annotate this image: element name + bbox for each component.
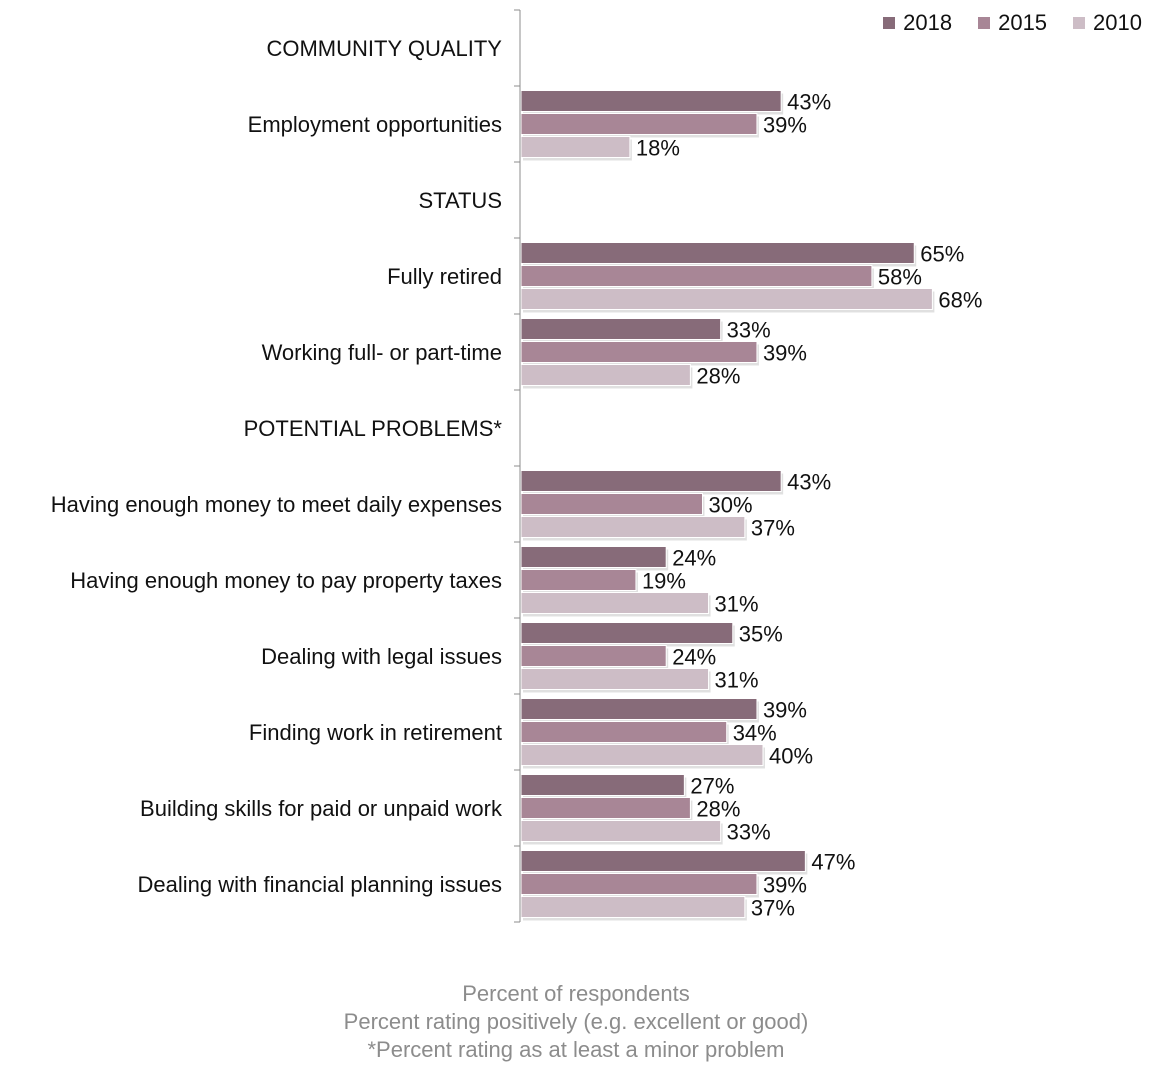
bar-2010 [520, 288, 933, 310]
bar-2015 [520, 873, 758, 895]
legend-swatch-2010 [1073, 17, 1086, 29]
data-label: 39% [763, 341, 807, 366]
section-header-label: COMMUNITY QUALITY [266, 36, 502, 61]
bar-2018 [520, 90, 782, 112]
bar-2010 [520, 896, 746, 918]
data-label: 35% [739, 622, 783, 647]
data-label: 58% [878, 265, 922, 290]
category-label: Working full- or part-time [262, 340, 502, 365]
legend-label-2015: 2015 [998, 10, 1048, 35]
category-label: Fully retired [387, 264, 502, 289]
bar-2015 [520, 341, 758, 363]
category-label: Dealing with financial planning issues [138, 872, 502, 897]
bar-2018 [520, 622, 734, 644]
bar-2015 [520, 265, 873, 287]
bar-2015 [520, 493, 703, 515]
bar-2018 [520, 318, 722, 340]
note-line-1: Percent of respondents [462, 981, 690, 1006]
data-label: 47% [811, 850, 855, 875]
chart-notes: Percent of respondents Percent rating po… [0, 980, 1152, 1064]
data-label: 37% [751, 896, 795, 921]
legend: 2018 2015 2010 [883, 10, 1142, 36]
bar-2010 [520, 668, 710, 690]
bar-2018 [520, 774, 685, 796]
data-label: 24% [672, 546, 716, 571]
data-label: 33% [727, 820, 771, 845]
data-label: 40% [769, 744, 813, 769]
data-label: 39% [763, 698, 807, 723]
bar-2018 [520, 698, 758, 720]
data-label: 39% [763, 873, 807, 898]
data-label: 37% [751, 516, 795, 541]
legend-item-2010: 2010 [1073, 10, 1142, 36]
data-label: 31% [715, 668, 759, 693]
category-label: Finding work in retirement [249, 720, 502, 745]
data-label: 34% [733, 721, 777, 746]
data-label: 19% [642, 569, 686, 594]
data-label: 33% [727, 318, 771, 343]
data-label: 27% [690, 774, 734, 799]
data-label: 28% [696, 797, 740, 822]
legend-item-2015: 2015 [978, 10, 1047, 36]
note-line-3: *Percent rating as at least a minor prob… [367, 1037, 785, 1062]
bar-2010 [520, 744, 764, 766]
bar-2015 [520, 645, 667, 667]
category-label: Having enough money to meet daily expens… [51, 492, 502, 517]
bar-2018 [520, 546, 667, 568]
category-label: Having enough money to pay property taxe… [70, 568, 502, 593]
bar-2015 [520, 113, 758, 135]
data-label: 43% [787, 90, 831, 115]
section-header-label: STATUS [418, 188, 502, 213]
legend-label-2018: 2018 [903, 10, 953, 35]
data-label: 39% [763, 113, 807, 138]
data-label: 30% [709, 493, 753, 518]
category-label: Dealing with legal issues [261, 644, 502, 669]
bar-2015 [520, 569, 637, 591]
bar-2010 [520, 136, 631, 158]
category-label: Building skills for paid or unpaid work [140, 796, 503, 821]
data-label: 68% [938, 288, 982, 313]
data-label: 24% [672, 645, 716, 670]
legend-label-2010: 2010 [1093, 10, 1142, 35]
bar-2010 [520, 592, 710, 614]
data-label: 43% [787, 470, 831, 495]
bar-2015 [520, 721, 728, 743]
bar-2018 [520, 242, 915, 264]
data-label: 65% [920, 242, 964, 267]
data-label: 28% [696, 364, 740, 389]
data-label: 18% [636, 136, 680, 161]
legend-swatch-2018 [883, 17, 896, 29]
bar-2010 [520, 516, 746, 538]
bar-2018 [520, 850, 806, 872]
bar-2010 [520, 820, 722, 842]
bar-2018 [520, 470, 782, 492]
legend-swatch-2015 [978, 17, 991, 29]
data-label: 31% [715, 592, 759, 617]
section-header-label: POTENTIAL PROBLEMS* [244, 416, 503, 441]
category-label: Employment opportunities [248, 112, 502, 137]
bar-2015 [520, 797, 691, 819]
bar-2010 [520, 364, 691, 386]
note-line-2: Percent rating positively (e.g. excellen… [343, 1009, 809, 1034]
legend-item-2018: 2018 [883, 10, 952, 36]
